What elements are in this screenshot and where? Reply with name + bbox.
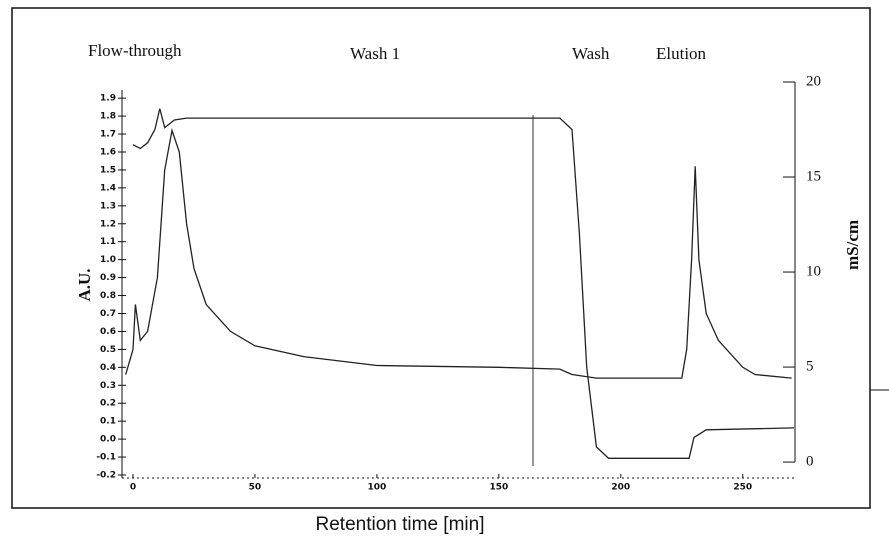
data-line (125, 127, 792, 379)
y-tick-label: 0.1 (100, 417, 116, 427)
x-tick-label: 200 (611, 483, 630, 493)
y-tick-label: 1.6 (100, 147, 116, 157)
x-tick-label: 0 (130, 483, 136, 493)
y-tick-label: 1.3 (100, 201, 116, 211)
data-line (132, 108, 795, 459)
y2-tick-label: 10 (806, 263, 821, 279)
y-tick-label: -0.1 (96, 453, 116, 463)
y-tick-label: 1.9 (100, 94, 116, 104)
x-tick-label: 50 (249, 483, 262, 493)
x-tick-label: 150 (489, 483, 508, 493)
x-tick-label: 100 (367, 483, 386, 493)
y2-tick-label: 0 (806, 454, 814, 470)
y-tick-label: 0.0 (100, 435, 116, 445)
y-tick-label: 1.5 (100, 165, 116, 175)
y-tick-label: 1.4 (100, 183, 116, 193)
y2-axis-label: mS/cm (843, 220, 862, 270)
y-tick-label: 0.9 (100, 273, 116, 283)
y-tick-label: 0.2 (100, 399, 116, 409)
y-tick-label: 1.8 (100, 112, 116, 122)
x-tick-label: 250 (733, 483, 752, 493)
y-tick-label: 1.2 (100, 219, 116, 229)
x-axis-label: Retention time [min] (316, 514, 485, 535)
y-tick-label: -0.2 (96, 471, 116, 481)
y-tick-label: 1.0 (100, 255, 116, 265)
y-axis-label: A.U. (75, 268, 94, 301)
y-tick-label: 0.5 (100, 345, 116, 355)
y-tick-label: 0.3 (100, 381, 116, 391)
annotation: Flow-through (88, 41, 182, 60)
y-tick-label: 0.4 (100, 363, 116, 373)
y-tick-label: 1.7 (100, 130, 116, 140)
y-tick-label: 0.8 (100, 291, 116, 301)
annotation: Wash (572, 44, 610, 63)
y-tick-label: 0.6 (100, 327, 116, 337)
y-tick-label: 0.7 (100, 309, 116, 319)
annotation: Wash 1 (350, 44, 400, 63)
y2-tick-label: 5 (806, 358, 814, 374)
y2-tick-label: 20 (806, 73, 821, 89)
annotation: Elution (656, 44, 707, 63)
frame (11, 7, 871, 509)
y-tick-label: 1.1 (100, 237, 116, 247)
y2-tick-label: 15 (806, 168, 821, 184)
